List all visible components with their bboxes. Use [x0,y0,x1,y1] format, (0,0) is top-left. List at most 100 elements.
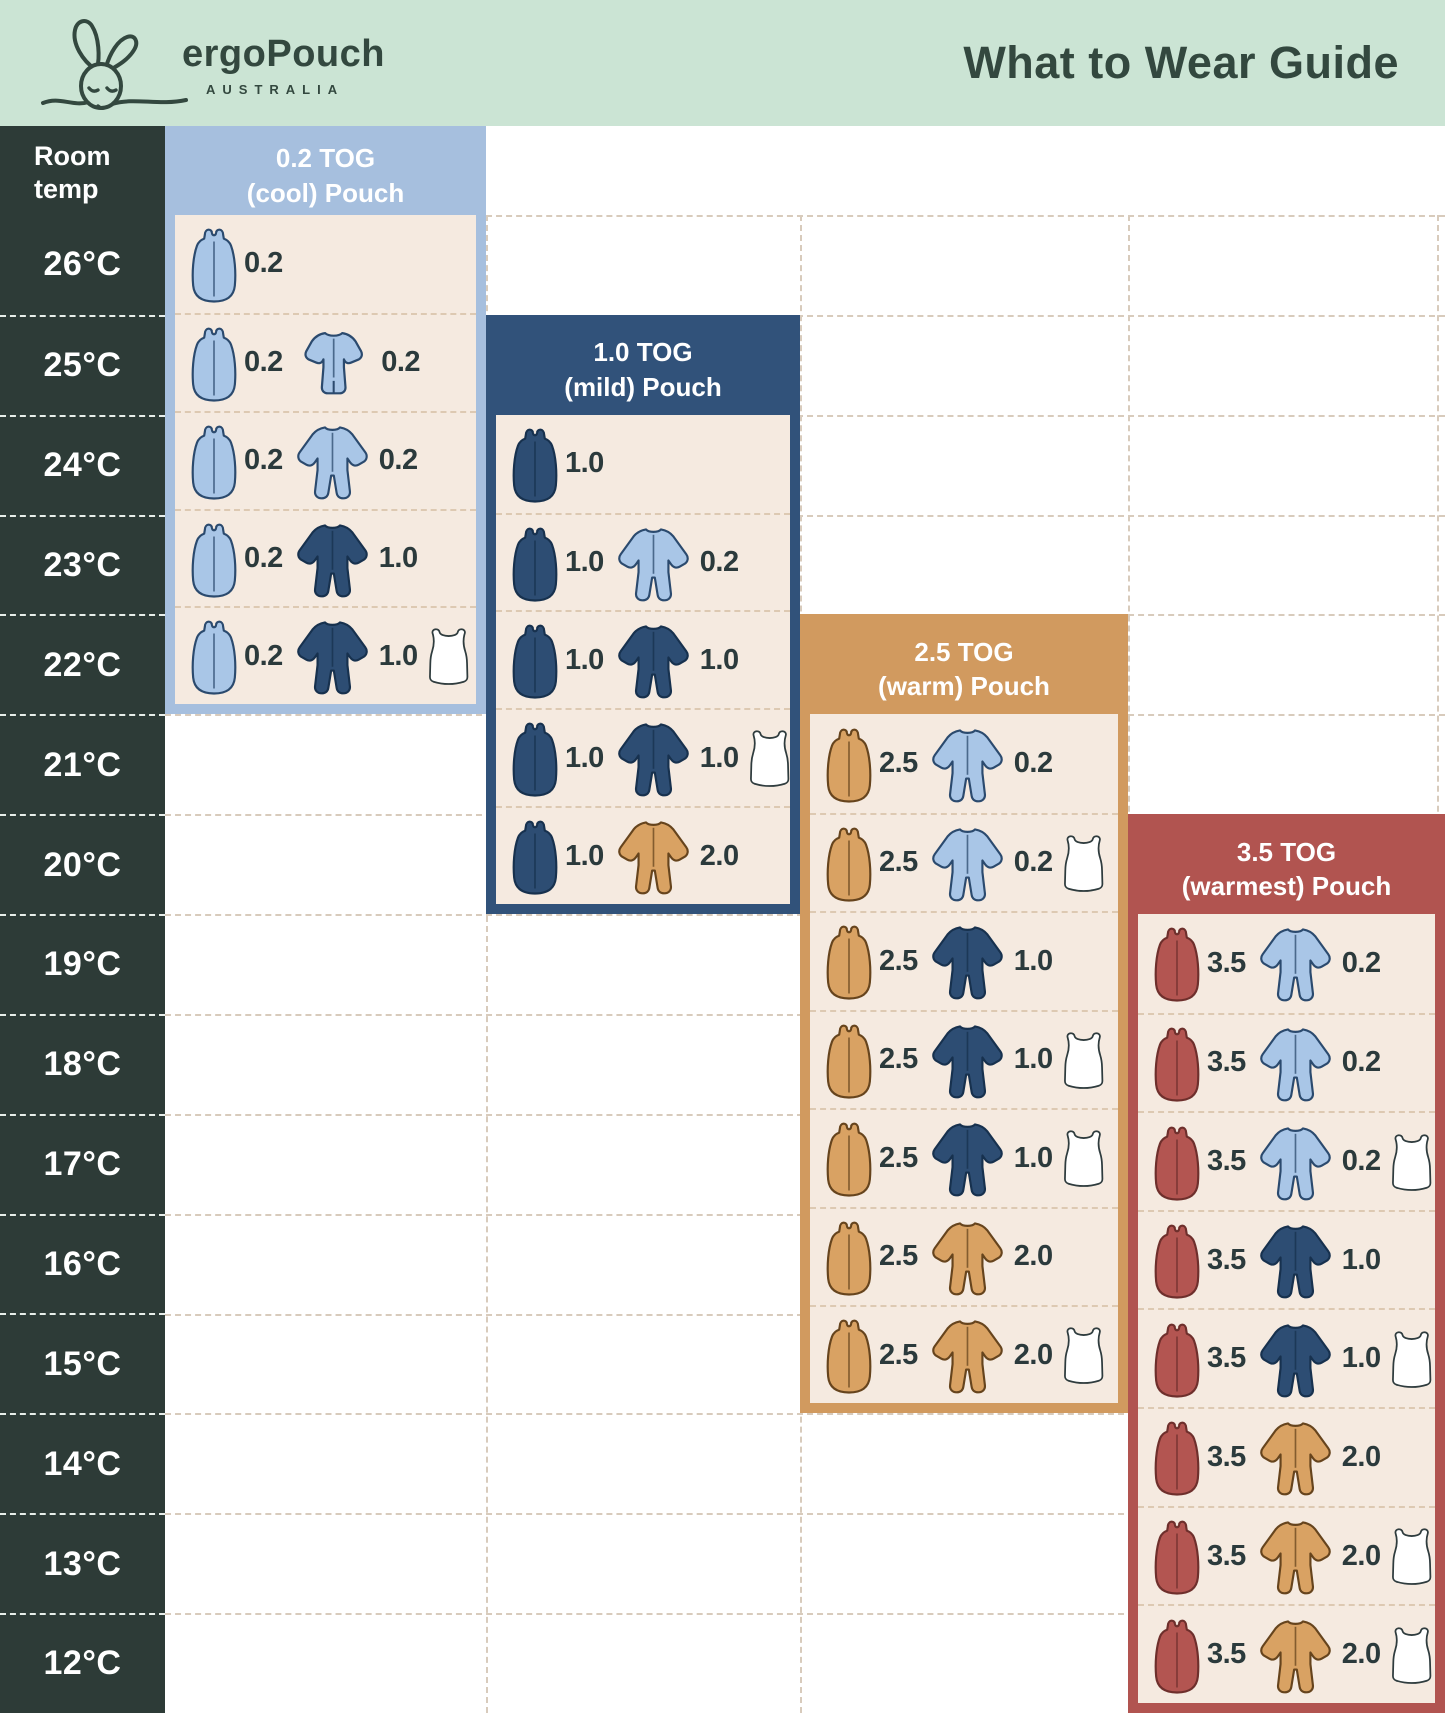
tog-value: 2.0 [1013,1338,1053,1371]
tog-value: 1.0 [1013,944,1053,977]
sleep-bag-icon [1152,1417,1202,1497]
sleep-bag-icon [510,816,560,896]
tog-rows: 0.2 0.2 0.2 0.2 0.2 0.2 1.0 0.2 1.0 [175,215,476,704]
onesie-icon [612,524,695,602]
sleep-bag-icon [189,616,239,696]
onesie-icon [1254,924,1337,1002]
tog-value: 1.0 [1013,1043,1053,1076]
sleep-bag-icon [824,1020,874,1100]
tog-value: 3.5 [1207,1243,1246,1276]
sleep-bag-icon [510,620,560,700]
singlet-icon [1389,1132,1434,1192]
singlet-icon [1061,833,1106,893]
temp-cell: 20°C [0,814,165,914]
tog-value: 2.0 [1341,1440,1381,1473]
outfit-row-16C: 3.5 1.0 [1138,1209,1435,1309]
tog-value: 2.5 [879,846,918,879]
tog-column-header: 1.0 TOG (mild) Pouch [496,324,790,415]
tog-value: 0.2 [381,346,421,379]
room-temp-header: Room temp [34,141,111,204]
sleep-bag-icon [1152,1516,1202,1596]
temp-cell: 12°C [0,1613,165,1713]
singlet-icon [747,728,790,788]
tog-value: 2.5 [879,1240,918,1273]
outfit-row-25C: 0.2 0.2 [175,312,476,411]
sleep-bag-icon [1152,1122,1202,1202]
tog-value: 1.0 [1341,1243,1381,1276]
outfit-row-12C: 3.5 2.0 [1138,1604,1435,1703]
sleep-bag-icon [1152,1023,1202,1103]
grid-line-h [165,1513,1445,1516]
singlet-icon [1061,1128,1106,1188]
tog-value: 0.2 [1341,946,1381,979]
outfit-row-24C: 0.2 0.2 [175,410,476,509]
page-title: What to Wear Guide [963,37,1399,88]
onesie-icon [926,1316,1009,1394]
onesie-icon [1254,1616,1337,1694]
onesie-icon [1254,1123,1337,1201]
outfit-row-16C: 2.5 2.0 [810,1206,1118,1305]
onesie-icon [612,719,695,797]
tog-value: 0.2 [1341,1145,1381,1178]
outfit-row-20C: 1.0 2.0 [496,806,790,904]
onesie-icon [1254,1517,1337,1595]
tog-value: 1.0 [378,542,418,574]
room-temp-column: Room temp 26°C 25°C 24°C 23°C 22°C 21°C 20°C 19… [0,126,165,1713]
sleep-bag-icon [189,421,239,501]
tog-value: 2.0 [699,839,739,872]
outfit-row-20C: 2.5 0.2 [810,812,1118,911]
temp-cell: 26°C [43,245,122,284]
onesie-icon [926,824,1009,902]
outfit-row-19C: 3.5 0.2 [1138,914,1435,1013]
onesie-icon [926,922,1009,1000]
onesie-icon [926,1218,1009,1296]
sleep-bag-icon [824,823,874,903]
tog-value: 1.0 [699,643,739,676]
sleep-bag-icon [189,519,239,599]
tog-column-header: 2.5 TOG (warm) Pouch [810,624,1118,715]
tog-value: 1.0 [565,643,604,676]
tog-rows: 3.5 0.2 3.5 0.2 3.5 0.2 3.5 1.0 3.5 1.0 3.5 2.0 3.5 2… [1138,914,1435,1703]
tog-column-header: 3.5 TOG (warmest) Pouch [1138,824,1435,915]
grid-line-h [165,215,1445,217]
grid-line-h [165,1613,1445,1616]
tog-column-tog-3-5: 3.5 TOG (warmest) Pouch 3.5 0.2 3.5 0.2 3.5 0.2… [1128,814,1445,1713]
temp-cell: 23°C [0,514,165,615]
onesie-icon [926,725,1009,803]
sleep-bag-icon [824,921,874,1001]
outfit-row-26C: 0.2 [175,215,476,313]
tog-value: 2.5 [879,944,918,977]
onesie-icon [1254,1320,1337,1398]
header-banner: ergoPouch AUSTRALIA What to Wear Guide [0,0,1445,126]
temp-cell: 16°C [0,1213,165,1314]
tog-title: 0.2 TOG [275,143,376,174]
tog-column-header: 0.2 TOG (cool) Pouch [175,136,476,215]
tog-value: 3.5 [1207,1440,1246,1473]
temp-cell: 25°C [0,314,165,415]
tog-value: 2.0 [1013,1240,1053,1273]
sleep-bag-icon [1152,1319,1202,1399]
temp-cell: 13°C [0,1513,165,1613]
tog-value: 0.2 [244,444,283,477]
sleep-bag-icon [189,323,239,403]
tog-value: 0.2 [244,247,283,280]
tog-value: 0.2 [244,542,283,574]
tog-title: 2.5 TOG [914,637,1014,668]
tog-title: 1.0 TOG [593,337,693,368]
tog-value: 2.0 [1341,1539,1381,1572]
onesie-icon [926,1119,1009,1197]
outfit-row-15C: 2.5 2.0 [810,1304,1118,1403]
onesie-icon [291,422,374,500]
outfit-row-18C: 3.5 0.2 [1138,1012,1435,1112]
sleep-bag-icon [1152,1220,1202,1300]
sleep-bag-icon [510,523,560,603]
tog-value: 1.0 [378,639,418,672]
singlet-icon [1389,1329,1434,1389]
outfit-row-17C: 3.5 0.2 [1138,1111,1435,1210]
onesie-icon [291,520,374,598]
outfit-row-22C: 0.2 1.0 [175,606,476,704]
sleep-bag-icon [824,1315,874,1395]
tog-value: 2.0 [1341,1638,1381,1671]
tog-value: 0.2 [1013,747,1053,780]
